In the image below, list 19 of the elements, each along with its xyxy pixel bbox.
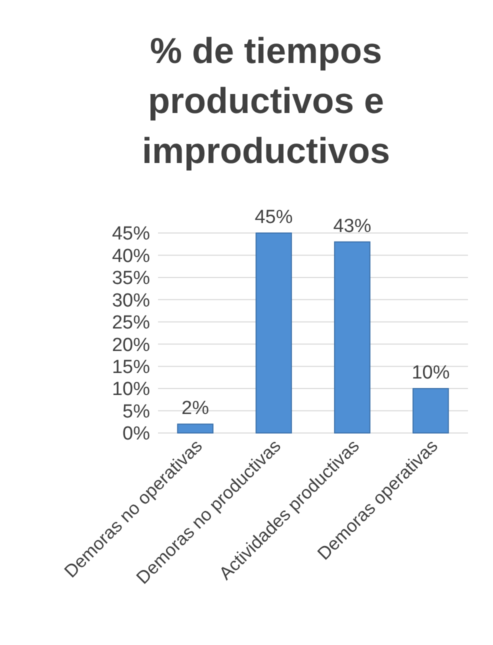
bar (177, 424, 214, 434)
y-tick-label: 35% (112, 268, 150, 290)
y-tick-label: 40% (112, 246, 150, 267)
bar (256, 232, 292, 434)
y-tick-label: 10% (112, 379, 150, 400)
y-tick-label: 30% (112, 290, 150, 312)
y-tick-label: 5% (122, 401, 150, 422)
bar (334, 241, 370, 434)
data-label: 43% (333, 216, 372, 237)
y-tick-label: 45% (112, 224, 150, 245)
chart-title: % de tiempos productivos e improductivos (142, 30, 390, 171)
y-tick-label: 0% (122, 424, 150, 445)
y-tick-label: 20% (112, 334, 150, 356)
data-label: 10% (412, 362, 450, 384)
data-label: 2% (182, 398, 210, 420)
bar (412, 388, 449, 434)
y-tick-label: 25% (112, 312, 150, 334)
y-tick-label: 15% (112, 356, 150, 378)
data-label: 45% (254, 207, 293, 228)
